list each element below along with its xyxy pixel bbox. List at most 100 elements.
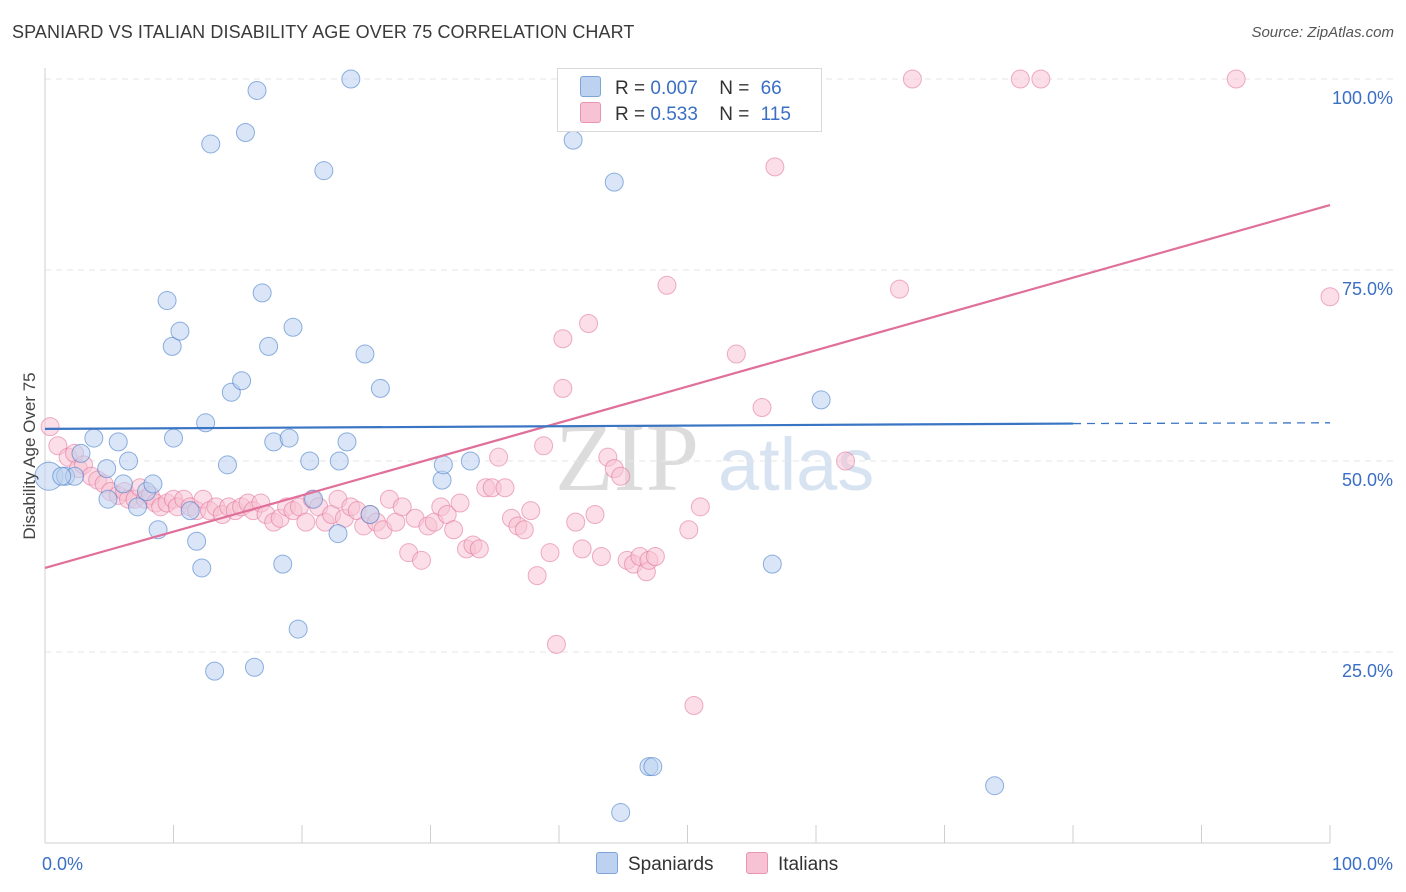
italians-point: [657, 275, 677, 295]
italians-point: [611, 466, 631, 486]
spaniards-point: [563, 130, 583, 150]
spaniards-point: [985, 776, 1005, 796]
legend-n-value-spaniards: 66: [760, 78, 782, 99]
spaniards-point: [235, 122, 255, 142]
spaniards-point: [337, 432, 357, 452]
italians-point: [489, 447, 509, 467]
spaniards-point: [187, 531, 207, 551]
italians-point: [645, 547, 665, 566]
spaniards-point: [433, 455, 453, 475]
legend-n-label-italians: N =: [719, 104, 750, 125]
spaniards-point: [288, 619, 308, 639]
spaniards-point: [143, 474, 163, 494]
watermark-zip: ZIP: [555, 404, 699, 511]
italians-point: [1031, 69, 1051, 89]
spaniards-point: [84, 428, 104, 448]
italians-point: [521, 501, 541, 521]
italians-point: [752, 398, 772, 418]
spaniards-point: [811, 390, 831, 410]
spaniards-point: [71, 443, 91, 463]
bottom-legend-italians-label: Italians: [778, 854, 839, 875]
italians-point: [450, 493, 470, 513]
legend-n-value-italians: 115: [760, 104, 791, 125]
italians-point: [585, 504, 605, 524]
chart-title: SPANIARD VS ITALIAN DISABILITY AGE OVER …: [12, 22, 635, 42]
spaniards-point: [300, 451, 320, 471]
axis-labels: 25.0% 50.0% 75.0% 100.0% 0.0% 100.0% Disabilit…: [20, 88, 1393, 874]
spaniards-point: [119, 451, 139, 471]
legend-r-label-spaniards: R =: [615, 78, 646, 99]
italians-point: [296, 512, 316, 532]
italians-point: [890, 279, 910, 299]
spaniards-point: [341, 69, 361, 89]
spaniards-point: [162, 336, 182, 356]
legend-row-italians: R = 0.533 N = 115: [580, 102, 791, 126]
y-tick-label-100: 100.0%: [1332, 88, 1393, 108]
spaniards-points: [34, 69, 1005, 822]
italians-point: [412, 550, 432, 570]
italians-point: [1320, 287, 1340, 307]
spaniards-point: [192, 558, 212, 578]
italians-point: [40, 417, 60, 437]
spaniards-point: [113, 474, 133, 494]
spaniards-point: [328, 524, 348, 544]
spaniards-point: [762, 554, 782, 574]
legend-r-label-italians: R =: [615, 104, 646, 125]
axes: [44, 68, 1331, 844]
spaniards-point: [643, 757, 663, 777]
italians-point: [591, 547, 611, 566]
spaniards-point: [460, 451, 480, 471]
legend-row-spaniards: R = 0.007 N = 66: [580, 76, 782, 100]
bottom-italians-swatch: [746, 852, 768, 874]
y-tick-label-75: 75.0%: [1342, 279, 1393, 299]
spaniards-point: [180, 501, 200, 521]
italians-point: [566, 512, 586, 532]
italians-point: [469, 539, 489, 559]
italians-point: [534, 436, 554, 456]
spaniards-point: [329, 451, 349, 471]
italians-point: [690, 497, 710, 517]
italians-point: [1010, 69, 1030, 89]
italians-point: [726, 344, 746, 364]
spaniards-trend-line: [44, 422, 1074, 431]
italians-point: [579, 313, 599, 333]
bottom-legend-italians: Italians: [746, 852, 838, 876]
italians-point: [540, 543, 560, 563]
spaniards-point: [604, 172, 624, 192]
spaniards-point: [98, 489, 118, 509]
spaniards-point: [247, 80, 267, 100]
y-axis-title: Disability Age Over 75: [20, 372, 39, 539]
spaniards-point: [360, 504, 380, 524]
legend-r-value-spaniards: 0.007: [650, 78, 698, 99]
italians-point: [514, 520, 534, 540]
italians-point: [444, 520, 464, 540]
trend-lines: [44, 204, 1331, 570]
spaniards-point: [314, 161, 334, 181]
spaniards-point: [170, 321, 190, 341]
y-tick-label-50: 50.0%: [1342, 470, 1393, 490]
spaniards-point: [279, 428, 299, 448]
spaniards-point: [201, 134, 221, 154]
italians-point: [572, 539, 592, 559]
italians-point: [495, 478, 515, 498]
italians-point: [392, 497, 412, 517]
italians-point: [1226, 69, 1246, 89]
spaniards-point: [370, 378, 390, 398]
x-tick-label-0: 0.0%: [42, 854, 83, 874]
spaniards-point: [273, 554, 293, 574]
grid-lines: [45, 78, 1395, 653]
spaniards-point: [52, 466, 72, 486]
italians-point: [684, 695, 704, 715]
italians-point: [553, 329, 573, 349]
spaniards-point: [304, 489, 324, 509]
spaniards-point: [232, 371, 252, 391]
italians-point: [902, 69, 922, 89]
bottom-legend-spaniards: Spaniards: [596, 852, 714, 876]
spaniards-point: [259, 336, 279, 356]
spaniards-point: [611, 802, 631, 822]
italians-point: [546, 634, 566, 654]
spaniards-point: [244, 657, 264, 677]
spaniards-point: [108, 432, 128, 452]
italians-trend-line: [44, 204, 1331, 570]
